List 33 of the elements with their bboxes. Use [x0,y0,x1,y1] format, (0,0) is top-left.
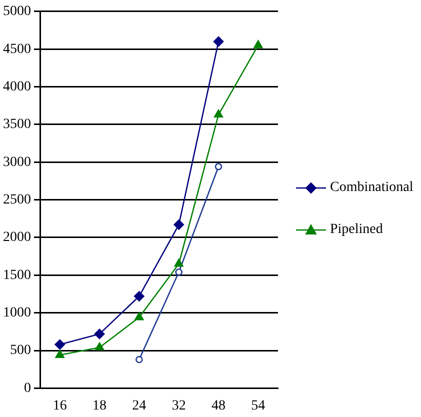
point [134,312,144,320]
point [174,258,184,267]
y-tick-label: 3000 [3,154,31,170]
x-tick-label: 32 [172,398,186,414]
y-tick-label: 4500 [3,42,31,57]
y-tick-label: 3500 [3,117,31,132]
y-tick-label: 2500 [3,192,31,208]
x-tick-label: 18 [92,398,106,414]
y-tick-label: 2000 [3,230,31,246]
point [134,291,144,302]
point [94,342,104,350]
point [55,350,64,358]
point [254,40,263,48]
y-tick-label: 4000 [3,79,31,94]
y-tick-label: 500 [10,343,31,358]
point [94,328,105,340]
point [136,356,143,364]
point [174,220,184,230]
point [175,268,182,276]
y-tick-label: 1000 [3,306,31,321]
x-tick-label: 48 [212,398,226,414]
point [214,109,224,118]
y-tick-label: 5000 [3,4,31,20]
legend-label: Pipelined [330,222,383,238]
y-tick-label: 0 [24,380,31,396]
legend-label: Combinational [330,180,414,196]
x-tick-label: 16 [52,398,67,414]
point [213,36,224,47]
y-tick-label: 1500 [3,268,31,283]
x-tick-label: 54 [251,398,266,414]
point [54,339,65,350]
point [214,162,222,170]
x-tick-label: 24 [132,398,146,414]
